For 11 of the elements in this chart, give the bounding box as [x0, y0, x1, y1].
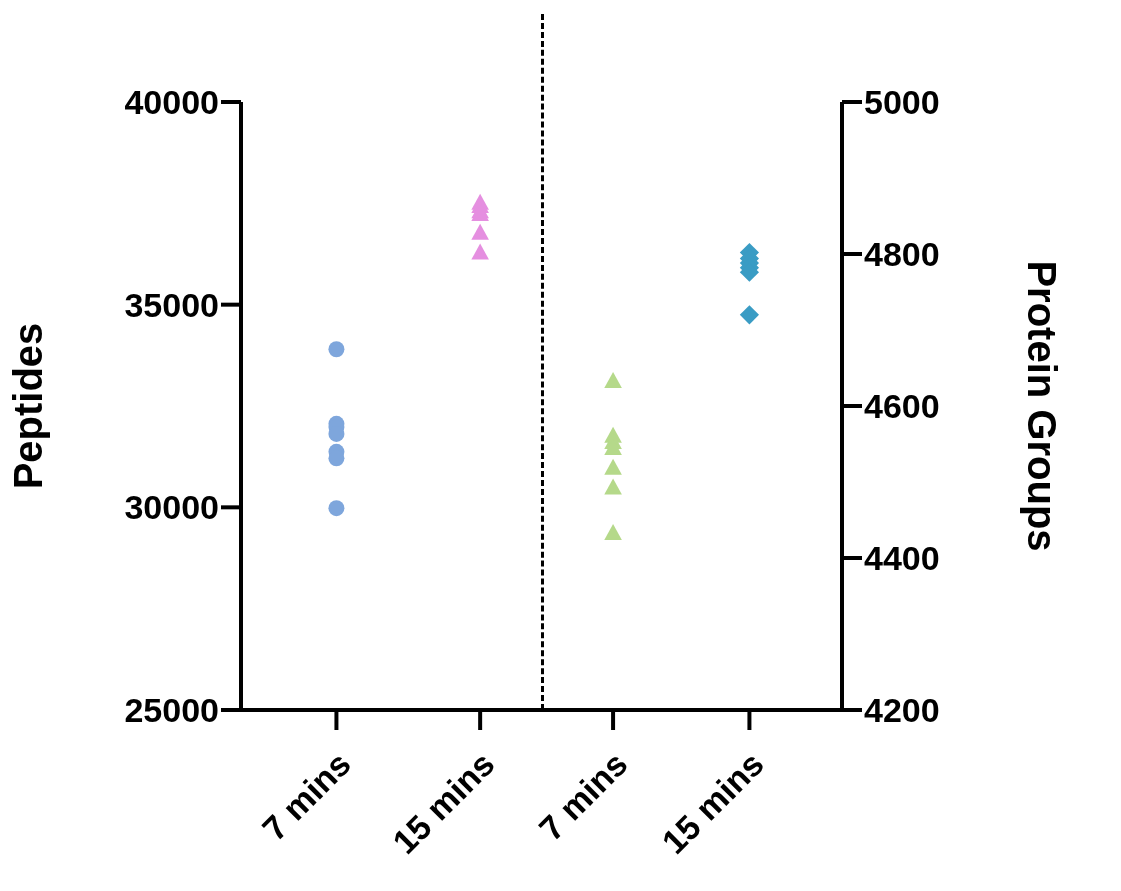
y-tick-label: 25000	[124, 691, 219, 730]
y-tick-label: 4400	[864, 539, 940, 578]
y-tick-label: 30000	[124, 488, 219, 527]
y-tick-label: 35000	[124, 285, 219, 324]
y-axis-title: Peptides	[6, 322, 51, 490]
y-tick-label: 5000	[864, 83, 940, 122]
y-axis-title: Protein Groups	[1019, 260, 1064, 552]
y-tick-label: 4600	[864, 387, 940, 426]
y-tick-label: 40000	[124, 83, 219, 122]
y-tick-label: 4200	[864, 691, 940, 730]
y-tick-label: 4800	[864, 235, 940, 274]
